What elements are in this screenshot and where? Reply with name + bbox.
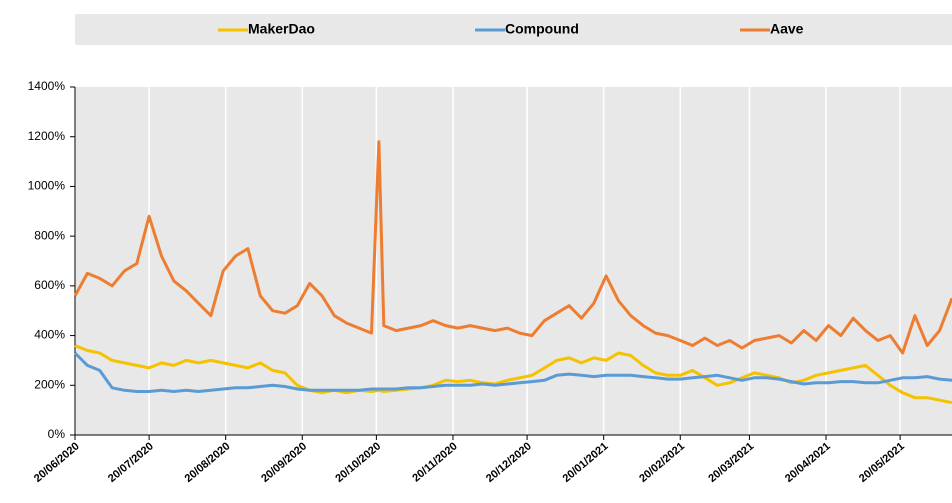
x-tick-label: 20/06/2020 — [32, 440, 82, 485]
y-tick-label: 0% — [48, 427, 66, 441]
x-tick-label: 20/07/2020 — [106, 440, 156, 485]
x-tick-label: 20/12/2020 — [484, 440, 534, 485]
y-tick-label: 1000% — [28, 179, 66, 193]
x-tick-label: 20/08/2020 — [183, 440, 233, 485]
x-tick-label: 20/01/2021 — [561, 440, 611, 485]
legend-label: Compound — [505, 21, 579, 37]
x-tick-label: 20/03/2021 — [706, 440, 756, 485]
x-tick-label: 20/04/2021 — [783, 440, 833, 485]
x-tick-label: 20/09/2020 — [259, 440, 309, 485]
x-tick-label: 20/05/2021 — [857, 440, 907, 485]
series-line — [74, 344, 952, 405]
y-tick-label: 1400% — [28, 79, 66, 93]
legend-label: Aave — [770, 21, 804, 37]
x-tick-label: 20/10/2020 — [333, 440, 383, 485]
legend-label: MakerDao — [248, 21, 315, 37]
y-tick-label: 800% — [34, 228, 65, 242]
plot-background — [75, 87, 952, 435]
y-tick-label: 600% — [34, 278, 65, 292]
series-line — [73, 351, 952, 393]
series-line — [73, 140, 952, 355]
x-tick-label: 20/11/2020 — [410, 440, 459, 484]
y-tick-label: 400% — [34, 328, 65, 342]
x-tick-label: 20/02/2021 — [637, 440, 687, 485]
y-tick-label: 1200% — [28, 129, 66, 143]
y-tick-label: 200% — [34, 377, 65, 391]
